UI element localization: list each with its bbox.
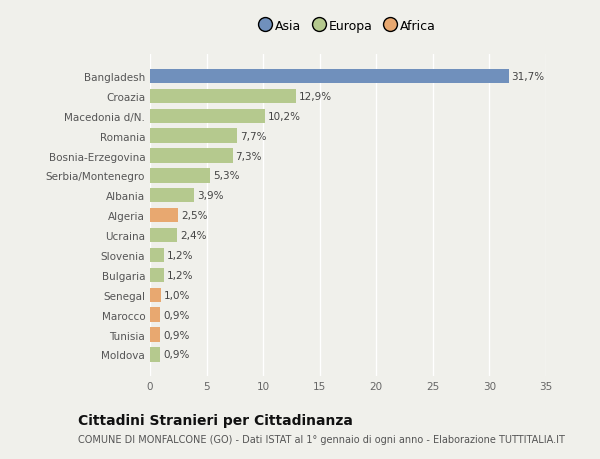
Text: COMUNE DI MONFALCONE (GO) - Dati ISTAT al 1° gennaio di ogni anno - Elaborazione: COMUNE DI MONFALCONE (GO) - Dati ISTAT a… [78, 434, 565, 444]
Bar [150, 109, 265, 123]
Text: 1,2%: 1,2% [166, 251, 193, 260]
Text: 7,3%: 7,3% [235, 151, 262, 161]
Bar [150, 229, 177, 243]
Bar [150, 288, 161, 302]
Text: 3,9%: 3,9% [197, 191, 223, 201]
Text: 0,9%: 0,9% [163, 350, 190, 359]
Text: 7,7%: 7,7% [240, 131, 266, 141]
Bar [150, 70, 509, 84]
Text: Cittadini Stranieri per Cittadinanza: Cittadini Stranieri per Cittadinanza [78, 413, 353, 427]
Text: 0,9%: 0,9% [163, 330, 190, 340]
Legend: Asia, Europa, Africa: Asia, Europa, Africa [256, 17, 440, 37]
Bar [150, 189, 194, 203]
Bar [150, 129, 237, 144]
Bar [150, 308, 160, 322]
Bar [150, 248, 164, 263]
Text: 12,9%: 12,9% [299, 92, 332, 101]
Bar [150, 328, 160, 342]
Bar [150, 149, 233, 163]
Bar [150, 169, 210, 183]
Text: 1,0%: 1,0% [164, 290, 191, 300]
Bar [150, 208, 178, 223]
Text: 2,5%: 2,5% [181, 211, 208, 221]
Bar [150, 347, 160, 362]
Bar [150, 90, 296, 104]
Text: 10,2%: 10,2% [268, 112, 301, 122]
Text: 1,2%: 1,2% [166, 270, 193, 280]
Bar [150, 268, 164, 282]
Text: 2,4%: 2,4% [180, 230, 206, 241]
Text: 5,3%: 5,3% [213, 171, 239, 181]
Text: 31,7%: 31,7% [511, 72, 545, 82]
Text: 0,9%: 0,9% [163, 310, 190, 320]
